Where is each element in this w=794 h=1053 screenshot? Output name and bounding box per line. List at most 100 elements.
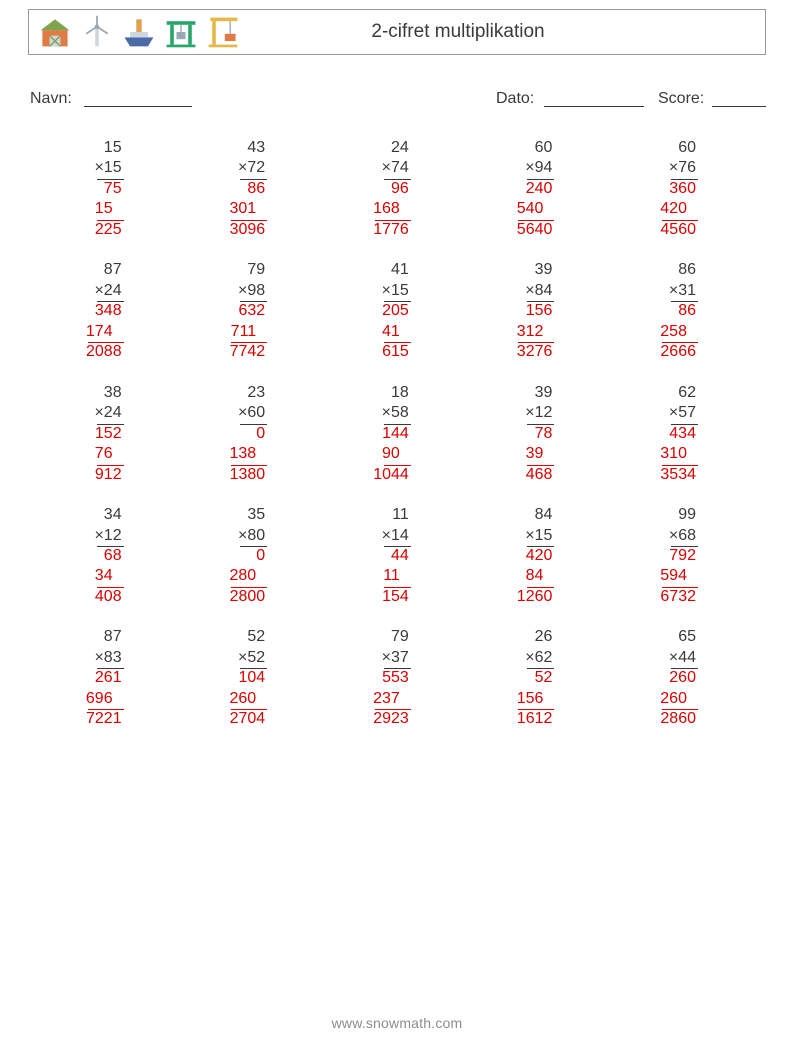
answer: 5640 bbox=[485, 220, 611, 240]
date-label: Dato: bbox=[496, 90, 534, 108]
answer: 1044 bbox=[341, 465, 467, 485]
multiplication-problem: 65×442602602860 bbox=[628, 627, 754, 729]
multiplicand: 87 bbox=[54, 260, 180, 280]
partial-1: 261 bbox=[54, 668, 180, 688]
answer: 154 bbox=[341, 587, 467, 607]
partial-1: 0 bbox=[198, 424, 324, 444]
multiplicand: 26 bbox=[485, 627, 611, 647]
multiplication-problem: 34×126834408 bbox=[54, 505, 180, 607]
partial-2: 138 bbox=[198, 444, 324, 464]
answer: 3096 bbox=[198, 220, 324, 240]
partial-2: 258 bbox=[628, 322, 754, 342]
multiplication-problem: 39×841563123276 bbox=[485, 260, 611, 362]
port-crane-icon bbox=[205, 14, 241, 50]
multiplicand: 86 bbox=[628, 260, 754, 280]
partial-1: 44 bbox=[341, 546, 467, 566]
multiplicand: 79 bbox=[341, 627, 467, 647]
page-title: 2-cifret multiplikation bbox=[241, 21, 765, 43]
multiplicand: 52 bbox=[198, 627, 324, 647]
multiplier: ×37 bbox=[341, 648, 467, 668]
multiplier: ×94 bbox=[485, 158, 611, 178]
answer: 408 bbox=[54, 587, 180, 607]
multiplicand: 39 bbox=[485, 260, 611, 280]
multiplication-problem: 23×6001381380 bbox=[198, 383, 324, 485]
partial-1: 152 bbox=[54, 424, 180, 444]
answer: 2088 bbox=[54, 342, 180, 362]
answer: 1260 bbox=[485, 587, 611, 607]
barn-icon bbox=[37, 14, 73, 50]
multiplier: ×98 bbox=[198, 281, 324, 301]
answer: 912 bbox=[54, 465, 180, 485]
multiplier: ×44 bbox=[628, 648, 754, 668]
multiplication-problem: 60×942405405640 bbox=[485, 138, 611, 240]
partial-2: 696 bbox=[54, 689, 180, 709]
partial-2: 260 bbox=[198, 689, 324, 709]
answer: 3276 bbox=[485, 342, 611, 362]
multiplier: ×15 bbox=[341, 281, 467, 301]
multiplier: ×84 bbox=[485, 281, 611, 301]
answer: 2704 bbox=[198, 709, 324, 729]
multiplication-problem: 86×31862582666 bbox=[628, 260, 754, 362]
multiplier: ×24 bbox=[54, 403, 180, 423]
partial-2: 280 bbox=[198, 566, 324, 586]
partial-1: 260 bbox=[628, 668, 754, 688]
multiplication-problem: 26×62521561612 bbox=[485, 627, 611, 729]
partial-1: 553 bbox=[341, 668, 467, 688]
score-blank bbox=[712, 106, 766, 107]
partial-1: 96 bbox=[341, 179, 467, 199]
partial-2: 310 bbox=[628, 444, 754, 464]
answer: 2666 bbox=[628, 342, 754, 362]
partial-1: 348 bbox=[54, 301, 180, 321]
multiplier: ×80 bbox=[198, 526, 324, 546]
partial-1: 86 bbox=[628, 301, 754, 321]
multiplicand: 35 bbox=[198, 505, 324, 525]
answer: 6732 bbox=[628, 587, 754, 607]
name-label: Navn: bbox=[30, 90, 72, 108]
partial-1: 0 bbox=[198, 546, 324, 566]
multiplication-problem: 41×1520541615 bbox=[341, 260, 467, 362]
gantry-crane-icon bbox=[163, 14, 199, 50]
partial-1: 68 bbox=[54, 546, 180, 566]
answer: 2923 bbox=[341, 709, 467, 729]
answer: 225 bbox=[54, 220, 180, 240]
answer: 615 bbox=[341, 342, 467, 362]
partial-2: 41 bbox=[341, 322, 467, 342]
multiplier: ×15 bbox=[485, 526, 611, 546]
multiplication-problem: 18×58144901044 bbox=[341, 383, 467, 485]
multiplication-problem: 79×375532372923 bbox=[341, 627, 467, 729]
multiplication-problem: 38×2415276912 bbox=[54, 383, 180, 485]
multiplicand: 60 bbox=[628, 138, 754, 158]
multiplier: ×24 bbox=[54, 281, 180, 301]
multiplication-problem: 87×243481742088 bbox=[54, 260, 180, 362]
answer: 7742 bbox=[198, 342, 324, 362]
multiplier: ×31 bbox=[628, 281, 754, 301]
name-blank bbox=[84, 106, 192, 107]
partial-2: 540 bbox=[485, 199, 611, 219]
multiplier: ×12 bbox=[54, 526, 180, 546]
partial-1: 144 bbox=[341, 424, 467, 444]
multiplier: ×60 bbox=[198, 403, 324, 423]
partial-2: 312 bbox=[485, 322, 611, 342]
multiplication-problem: 99×687925946732 bbox=[628, 505, 754, 607]
multiplier: ×62 bbox=[485, 648, 611, 668]
partial-1: 205 bbox=[341, 301, 467, 321]
multiplicand: 38 bbox=[54, 383, 180, 403]
multiplication-problem: 43×72863013096 bbox=[198, 138, 324, 240]
partial-2: 237 bbox=[341, 689, 467, 709]
answer: 7221 bbox=[54, 709, 180, 729]
multiplication-problem: 11×144411154 bbox=[341, 505, 467, 607]
partial-2: 11 bbox=[341, 566, 467, 586]
multiplier: ×76 bbox=[628, 158, 754, 178]
multiplicand: 84 bbox=[485, 505, 611, 525]
partial-2: 156 bbox=[485, 689, 611, 709]
multiplicand: 99 bbox=[628, 505, 754, 525]
multiplication-problem: 84×15420841260 bbox=[485, 505, 611, 607]
footer-url: www.snowmath.com bbox=[0, 1015, 794, 1031]
partial-1: 75 bbox=[54, 179, 180, 199]
multiplicand: 39 bbox=[485, 383, 611, 403]
multiplicand: 24 bbox=[341, 138, 467, 158]
partial-1: 78 bbox=[485, 424, 611, 444]
partial-1: 52 bbox=[485, 668, 611, 688]
wind-turbine-icon bbox=[79, 14, 115, 50]
multiplication-problem: 62×574343103534 bbox=[628, 383, 754, 485]
